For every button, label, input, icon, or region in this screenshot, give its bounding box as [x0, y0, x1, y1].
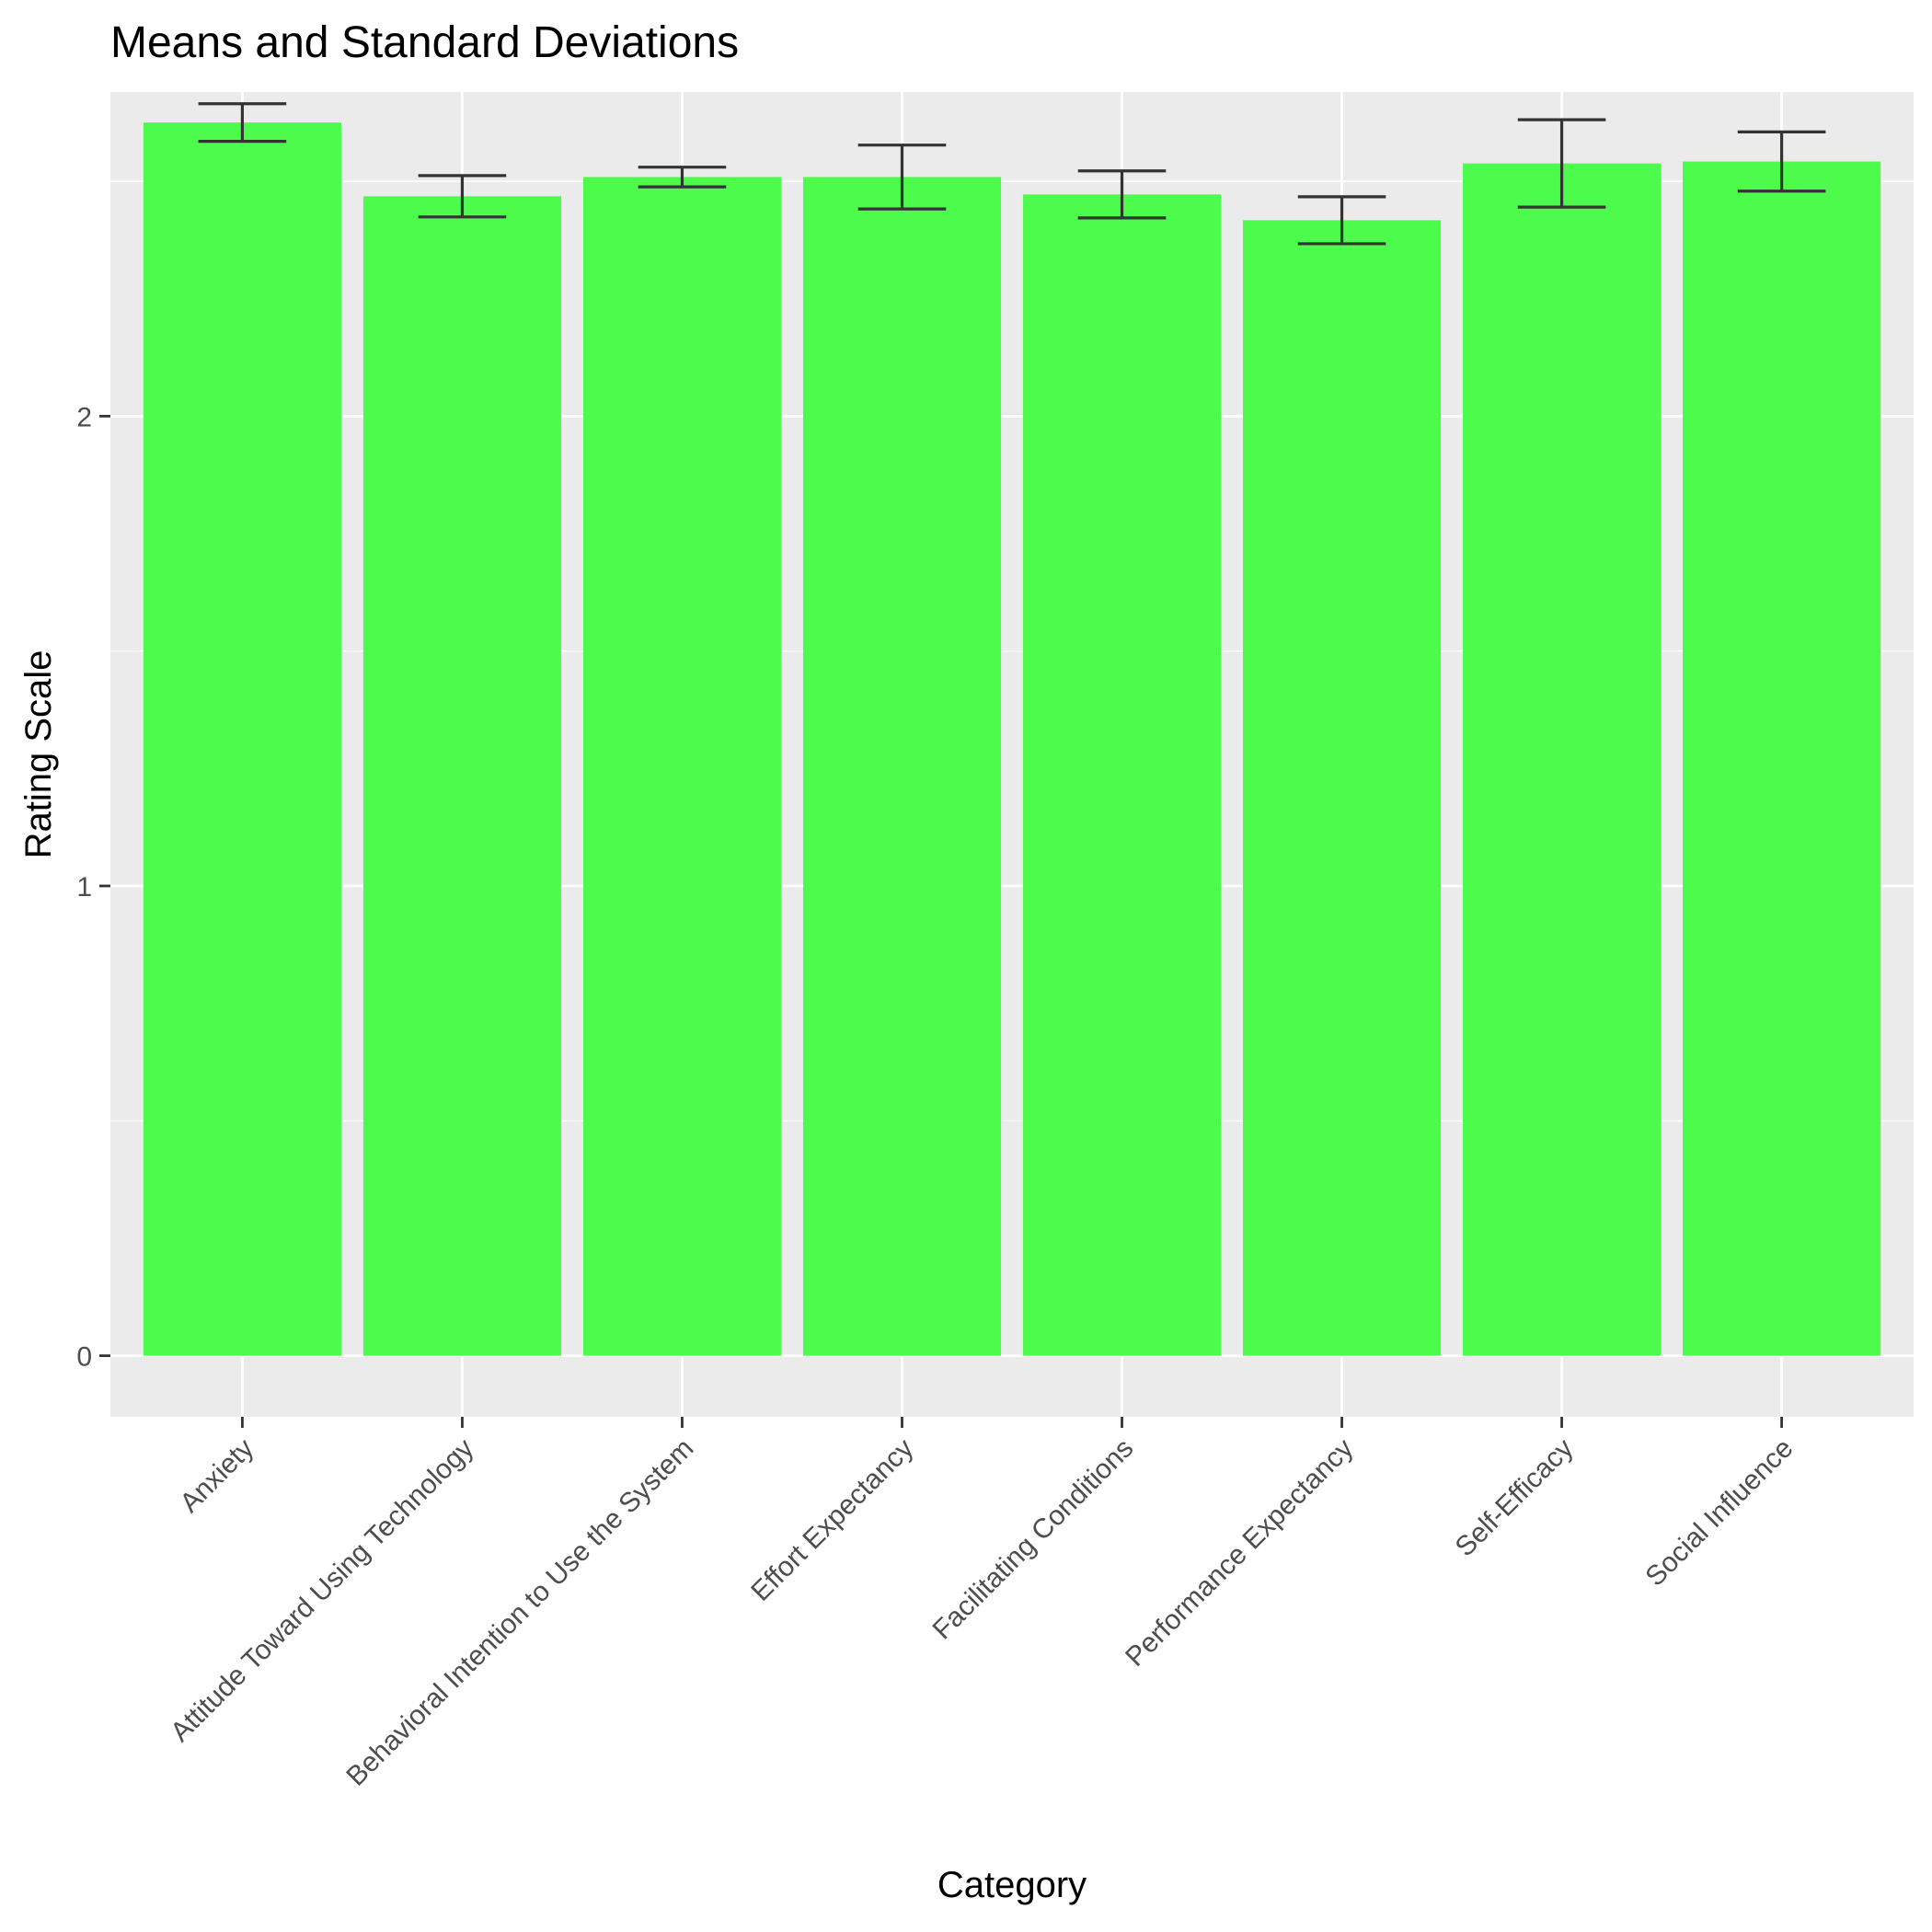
- error-bar: [1297, 195, 1386, 246]
- error-bar: [638, 166, 727, 189]
- x-tick-label: Anxiety: [174, 1433, 259, 1519]
- x-tick-label: Social Influence: [1639, 1433, 1799, 1593]
- x-tick-label: Behavioral Intention to Use the System: [340, 1433, 699, 1792]
- error-bar: [1077, 169, 1167, 220]
- bar: [1683, 161, 1881, 1356]
- bar: [1242, 220, 1442, 1356]
- error-bar: [857, 144, 947, 211]
- bar: [802, 177, 1002, 1356]
- y-tick-label: 1: [76, 872, 92, 903]
- y-axis-title: Rating Scale: [18, 650, 59, 859]
- bars: [143, 122, 1881, 1356]
- error-bars: [198, 102, 1826, 246]
- x-axis-title: Category: [937, 1865, 1087, 1905]
- x-tick-label: Effort Expectancy: [745, 1433, 919, 1607]
- x-tick-label: Self-Efficacy: [1450, 1433, 1580, 1563]
- x-tick-label: Facilitating Conditions: [927, 1433, 1140, 1646]
- chart-title: Means and Standard Deviations: [110, 18, 739, 67]
- bar: [582, 177, 782, 1356]
- y-tick-label: 0: [76, 1342, 92, 1373]
- y-tick-label: 2: [76, 402, 92, 432]
- bar: [1463, 163, 1662, 1356]
- error-bar: [1517, 118, 1606, 209]
- bar: [362, 196, 561, 1356]
- x-tick-label: Performance Expectancy: [1120, 1433, 1359, 1673]
- error-bar: [198, 102, 287, 144]
- error-bar: [1737, 130, 1826, 193]
- bar: [1022, 194, 1222, 1356]
- bar: [143, 122, 341, 1356]
- error-bar: [418, 174, 507, 219]
